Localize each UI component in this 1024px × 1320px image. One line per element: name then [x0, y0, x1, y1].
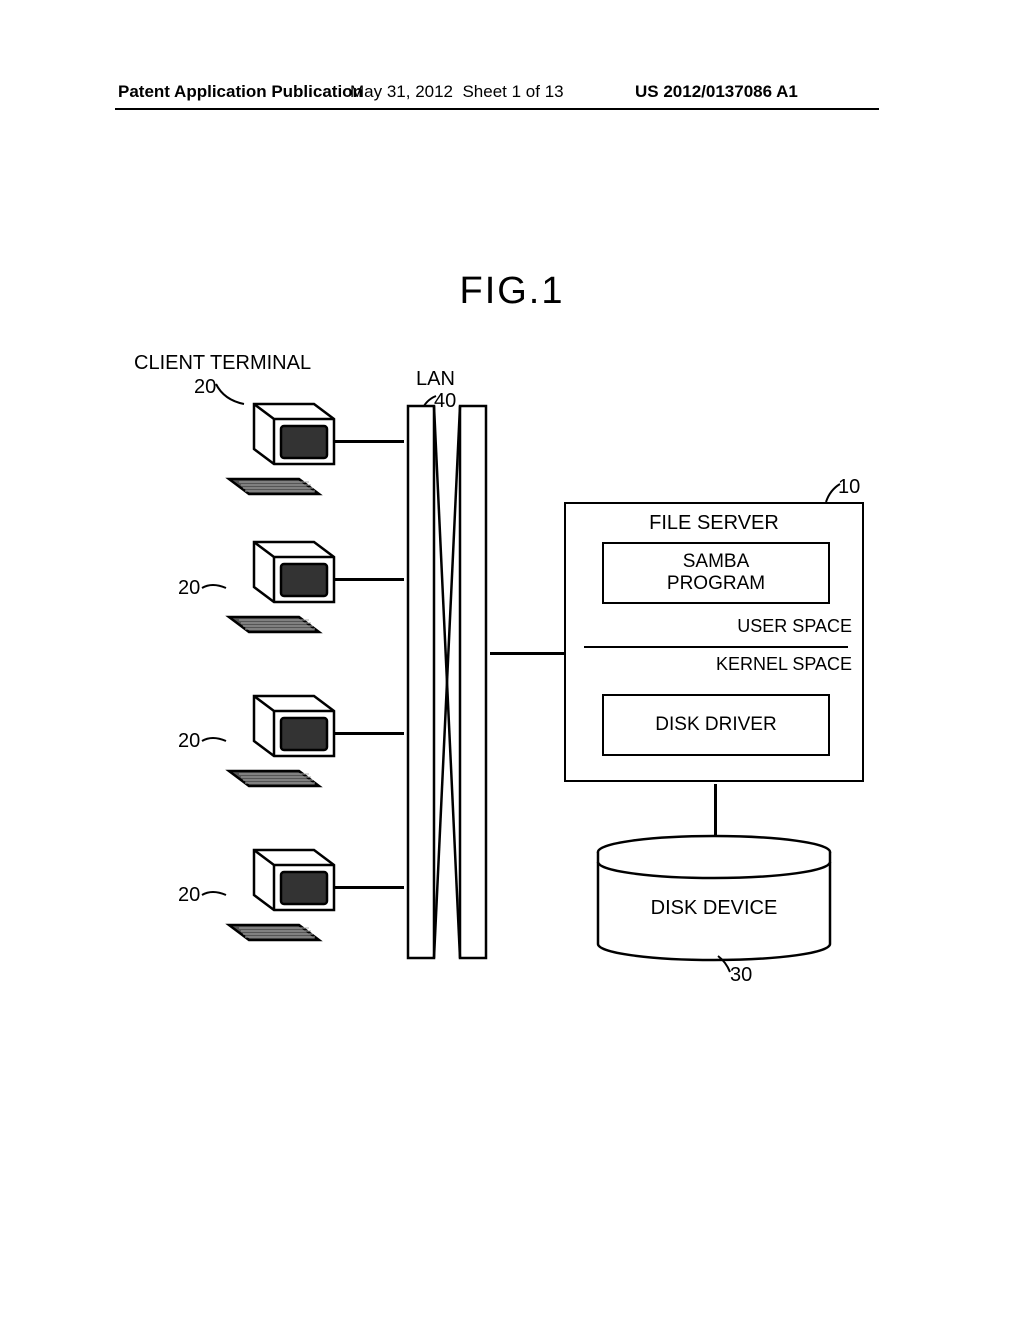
client-terminal-icon [224, 840, 364, 960]
disk-driver-box: DISK DRIVER [602, 694, 830, 756]
kernel-space-label: KERNEL SPACE [716, 654, 852, 675]
user-space-label: USER SPACE [737, 616, 852, 637]
header-date: May 31, 2012 Sheet 1 of 13 [350, 82, 564, 102]
header-pub: Patent Application Publication [118, 82, 363, 102]
leader-fs [824, 482, 844, 504]
user-kernel-divider [584, 646, 848, 648]
conn-line [334, 886, 404, 889]
diagram-fig1: CLIENT TERMINAL 20 20 [134, 352, 890, 990]
label-client-ref-3: 20 [178, 730, 200, 753]
leader-disk [714, 954, 734, 974]
conn-line [334, 440, 404, 443]
label-client-terminal: CLIENT TERMINAL [134, 352, 311, 375]
client-terminal-icon [224, 394, 364, 514]
header-docnum: US 2012/0137086 A1 [635, 82, 798, 102]
file-server-box: FILE SERVER SAMBA PROGRAM USER SPACE KER… [564, 502, 864, 782]
file-server-title: FILE SERVER [566, 512, 862, 535]
header-rule [115, 108, 879, 110]
disk-device-icon: DISK DEVICE [594, 834, 834, 964]
client-terminal-icon [224, 532, 364, 652]
samba-program-box: SAMBA PROGRAM [602, 542, 830, 604]
disk-device-label: DISK DEVICE [651, 897, 778, 919]
conn-line [714, 784, 717, 836]
conn-line [490, 652, 564, 655]
figure-title: FIG.1 [0, 270, 1024, 313]
label-client-ref-4: 20 [178, 884, 200, 907]
label-client-ref-1: 20 [194, 376, 216, 399]
conn-line [334, 578, 404, 581]
label-client-ref-2: 20 [178, 577, 200, 600]
client-terminal-icon [224, 686, 364, 806]
label-lan: LAN [416, 368, 455, 391]
lan-switch-icon [404, 402, 490, 962]
conn-line [334, 732, 404, 735]
